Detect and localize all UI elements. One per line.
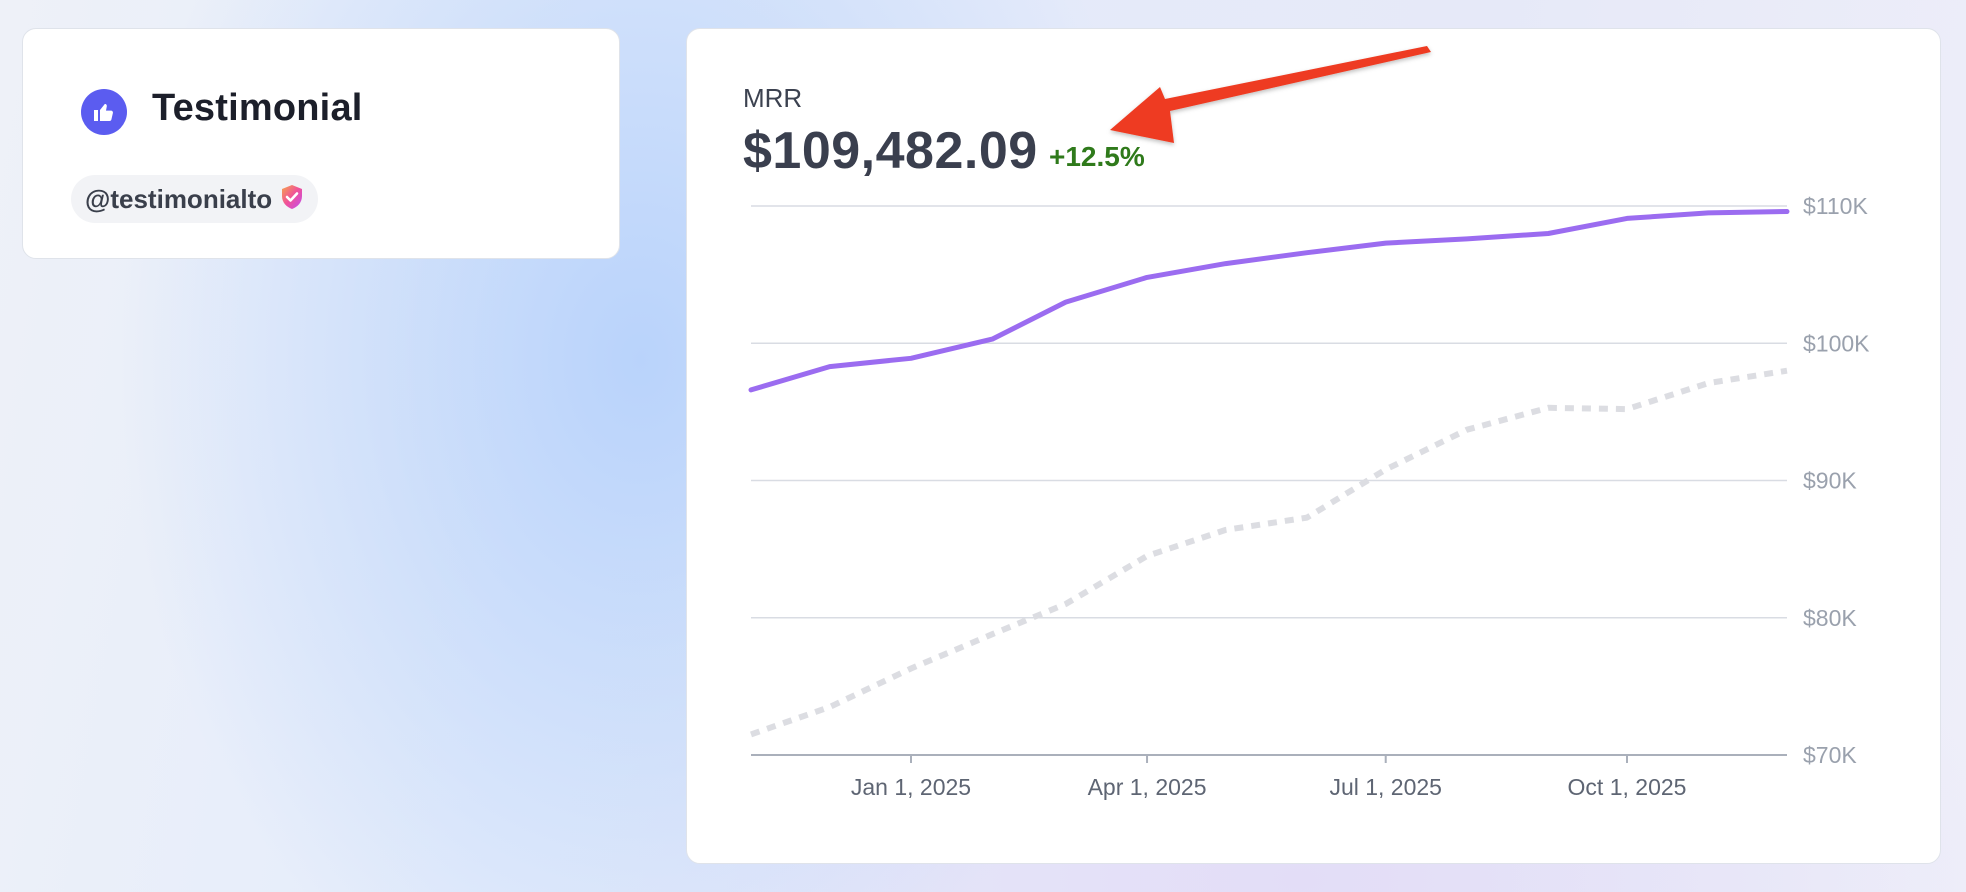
- y-tick-label: $90K: [1803, 468, 1857, 494]
- testimonial-card: Testimonial @testimonialto: [22, 28, 620, 259]
- x-tick-label: Jan 1, 2025: [851, 774, 971, 800]
- metric-value: $109,482.09: [743, 122, 1038, 180]
- series-line-previous: [750, 367, 1788, 738]
- metric-change: +12.5%: [1049, 141, 1145, 172]
- verified-shield-icon: [280, 184, 304, 215]
- handle-pill[interactable]: @testimonialto: [71, 175, 319, 223]
- x-tick-label: Oct 1, 2025: [1568, 774, 1687, 800]
- metric-label: MRR: [743, 83, 803, 113]
- y-tick-label: $80K: [1803, 605, 1857, 631]
- y-tick-label: $70K: [1803, 742, 1857, 768]
- series-line-current: [748, 209, 1790, 393]
- y-tick-label: $100K: [1803, 330, 1870, 356]
- testimonial-title: Testimonial: [152, 87, 363, 129]
- chart-card: MRR $109,482.09 +12.5% $110K $100K $90K $80…: [686, 28, 1941, 864]
- x-tick-label: Apr 1, 2025: [1088, 774, 1207, 800]
- handle-text: @testimonialto: [85, 183, 273, 214]
- thumbs-up-icon: [81, 89, 127, 135]
- line-chart: $110K $100K $90K $80K $70K Jan 1, 2025 Apr 1, …: [748, 193, 1870, 800]
- y-tick-label: $110K: [1803, 193, 1868, 219]
- x-tick-label: Jul 1, 2025: [1329, 774, 1442, 800]
